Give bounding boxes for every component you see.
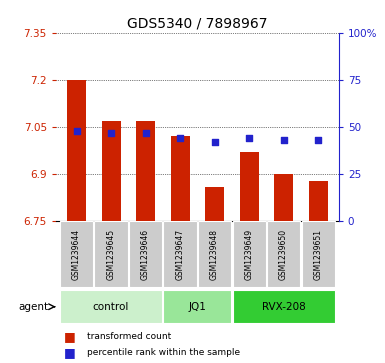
Bar	[274, 174, 293, 221]
Bar	[198, 221, 231, 287]
Bar	[164, 221, 197, 287]
Point	[177, 135, 183, 141]
Text: ■: ■	[64, 330, 75, 343]
Bar	[60, 290, 162, 323]
Text: transformed count: transformed count	[87, 333, 171, 341]
Point	[211, 139, 218, 145]
Point	[142, 130, 149, 136]
Bar	[60, 221, 93, 287]
Text: GSM1239646: GSM1239646	[141, 229, 150, 280]
Bar	[239, 152, 259, 221]
Bar	[301, 221, 335, 287]
Text: RVX-208: RVX-208	[262, 302, 305, 312]
Text: GSM1239648: GSM1239648	[210, 229, 219, 280]
Bar	[102, 121, 121, 221]
Text: GSM1239647: GSM1239647	[176, 229, 184, 280]
Point	[281, 137, 287, 143]
Bar	[129, 221, 162, 287]
Bar	[164, 290, 231, 323]
Text: GSM1239645: GSM1239645	[107, 229, 116, 280]
Text: JQ1: JQ1	[188, 302, 206, 312]
Bar	[309, 180, 328, 221]
Bar	[171, 136, 189, 221]
Point	[315, 137, 321, 143]
Text: GSM1239651: GSM1239651	[314, 229, 323, 280]
Text: GSM1239644: GSM1239644	[72, 229, 81, 280]
Bar	[94, 221, 127, 287]
Point	[108, 130, 114, 136]
Bar	[233, 221, 266, 287]
Bar	[136, 121, 155, 221]
Bar	[267, 221, 300, 287]
Text: ■: ■	[64, 346, 75, 359]
Text: GSM1239650: GSM1239650	[279, 229, 288, 280]
Text: control: control	[93, 302, 129, 312]
Point	[246, 135, 252, 141]
Bar	[67, 80, 86, 221]
Title: GDS5340 / 7898967: GDS5340 / 7898967	[127, 16, 268, 30]
Text: agent: agent	[18, 302, 48, 312]
Point	[74, 128, 80, 134]
Text: GSM1239649: GSM1239649	[244, 229, 254, 280]
Bar	[205, 187, 224, 221]
Bar	[233, 290, 335, 323]
Text: percentile rank within the sample: percentile rank within the sample	[87, 348, 240, 357]
